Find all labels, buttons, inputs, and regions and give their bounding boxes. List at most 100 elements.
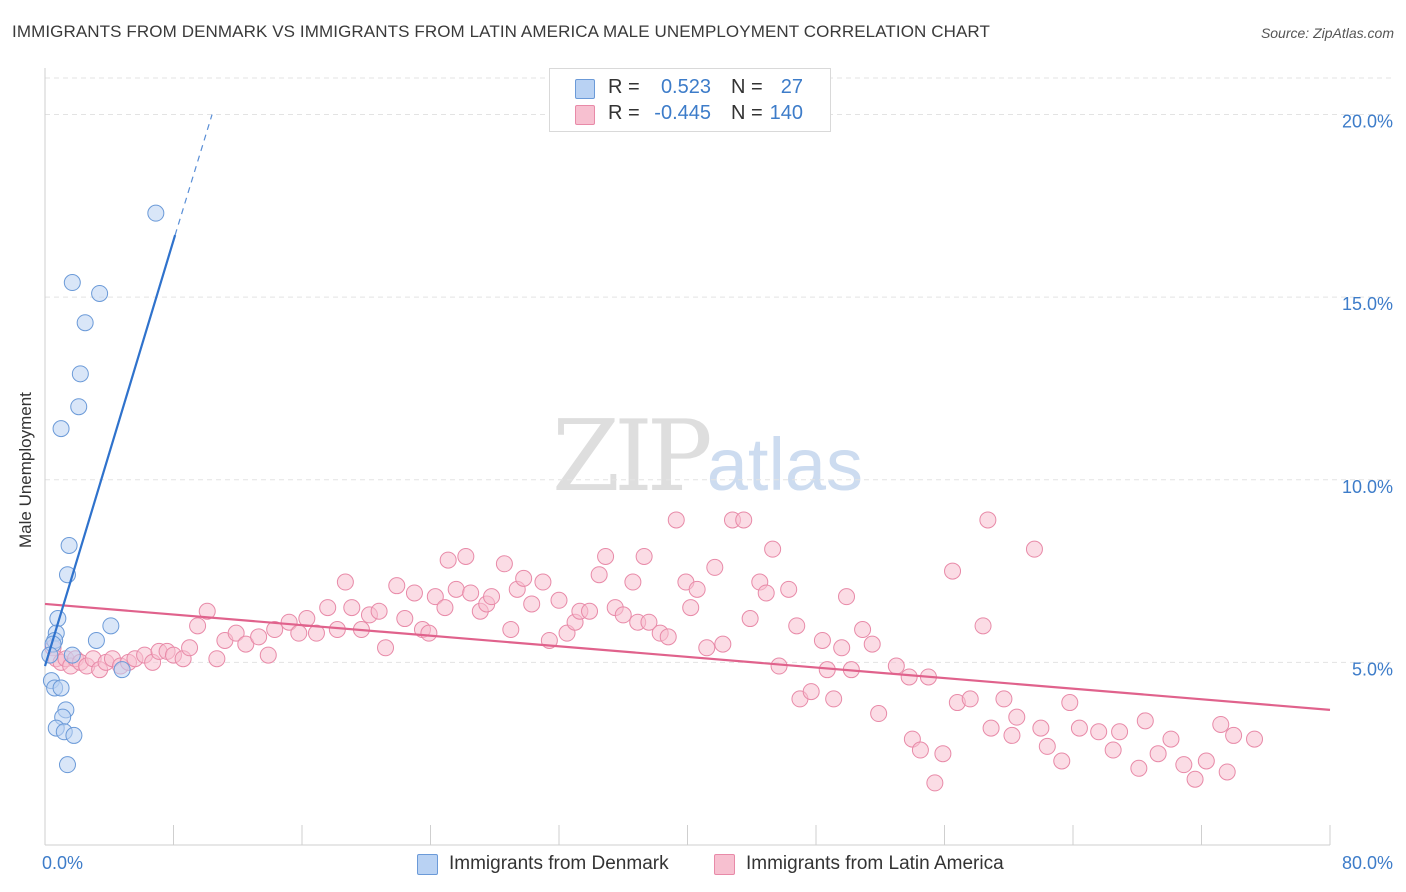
denmark-trend-line: [43, 234, 177, 667]
latam-point: [813, 631, 831, 649]
denmark-point: [52, 420, 70, 438]
y-tick-label: 20.0%: [1342, 112, 1393, 132]
latam-point: [1136, 712, 1154, 730]
latam-point: [667, 511, 685, 529]
latam-point: [208, 650, 226, 668]
latam-point: [462, 584, 480, 602]
latam-point: [198, 602, 216, 620]
latam-point: [1003, 726, 1021, 744]
y-tick-label: 10.0%: [1342, 477, 1393, 497]
latam-point: [870, 705, 888, 723]
source-label: Source: ZipAtlas.com: [1260, 25, 1394, 41]
latam-point: [802, 683, 820, 701]
latam-point: [426, 588, 444, 606]
latam-point: [590, 566, 608, 584]
latam-point: [1218, 763, 1236, 781]
watermark-atlas: atlas: [706, 423, 864, 506]
latam-point: [581, 602, 599, 620]
latam-point: [624, 573, 642, 591]
latam-point: [982, 719, 1000, 737]
legend-swatch-denmark: [417, 854, 438, 875]
latam-point: [974, 617, 992, 635]
denmark-point: [52, 679, 70, 697]
y-tick-label: 5.0%: [1352, 659, 1393, 679]
latam-point: [1225, 726, 1243, 744]
latam-point: [1053, 752, 1071, 770]
latam-point: [911, 741, 929, 759]
latam-point: [1175, 756, 1193, 774]
latam-point: [1162, 730, 1180, 748]
denmark-point: [63, 646, 81, 664]
latam-point: [280, 613, 298, 631]
latam-point: [635, 547, 653, 565]
latam-point: [934, 745, 952, 763]
legend-swatch-latam: [575, 105, 595, 125]
denmark-point: [71, 365, 89, 383]
latam-point: [1104, 741, 1122, 759]
latam-point: [961, 690, 979, 708]
latam-point: [259, 646, 277, 664]
latam-point: [319, 599, 337, 617]
latam-point: [388, 577, 406, 595]
latam-point: [780, 580, 798, 598]
latam-point: [420, 624, 438, 642]
legend-r-value: -0.445: [654, 102, 711, 124]
legend-swatch-denmark: [575, 79, 595, 99]
latam-trend-line: [44, 602, 1331, 711]
legend-n-value: 140: [769, 102, 803, 124]
latam-point: [688, 580, 706, 598]
denmark-point: [63, 274, 81, 292]
latam-point: [495, 555, 513, 573]
latam-point: [1130, 759, 1148, 777]
latam-point: [887, 657, 905, 675]
latam-point: [189, 617, 207, 635]
latam-point: [405, 584, 423, 602]
latam-point: [396, 610, 414, 628]
x-tick-label: 80.0%: [1342, 853, 1393, 873]
latam-point: [447, 580, 465, 598]
latam-point: [483, 588, 501, 606]
latam-point: [944, 562, 962, 580]
watermark: ZIPatlas: [552, 400, 863, 514]
latam-point: [181, 639, 199, 657]
latam-point: [1186, 770, 1204, 788]
denmark-point: [91, 284, 109, 302]
latam-point: [307, 624, 325, 642]
latam-point: [457, 547, 475, 565]
latam-point: [838, 588, 856, 606]
y-tick-label: 15.0%: [1342, 294, 1393, 314]
latam-point: [1070, 719, 1088, 737]
latam-point: [741, 610, 759, 628]
legend-n-value: 27: [780, 76, 803, 98]
correlation-legend: R = 0.523 N = 27 R = -0.445 N = 140: [549, 68, 831, 132]
latam-point: [377, 639, 395, 657]
latam-point: [735, 511, 753, 529]
denmark-point: [76, 314, 94, 332]
latam-point: [854, 621, 872, 639]
latam-point: [266, 621, 284, 639]
latam-point: [1008, 708, 1026, 726]
legend-r-label: R =: [608, 102, 640, 124]
legend-row-latam: R = -0.445 N = 140: [550, 101, 830, 127]
legend-label-latam: Immigrants from Latin America: [746, 853, 1004, 874]
latam-point: [1090, 723, 1108, 741]
legend-row-denmark: R = 0.523 N = 27: [550, 75, 830, 101]
latam-point: [614, 606, 632, 624]
latam-point: [659, 628, 677, 646]
denmark-point: [87, 631, 105, 649]
latam-point: [1111, 723, 1129, 741]
legend-n-label: N =: [731, 76, 763, 98]
denmark-point: [70, 398, 88, 416]
latam-point: [439, 551, 457, 569]
latam-point: [788, 617, 806, 635]
latam-point: [370, 602, 388, 620]
latam-point: [926, 774, 944, 792]
legend-label-denmark: Immigrants from Denmark: [449, 853, 669, 874]
latam-point: [995, 690, 1013, 708]
latam-point: [1061, 694, 1079, 712]
denmark-trend-extension: [174, 114, 213, 236]
latam-point: [336, 573, 354, 591]
latam-point: [833, 639, 851, 657]
latam-point: [1197, 752, 1215, 770]
